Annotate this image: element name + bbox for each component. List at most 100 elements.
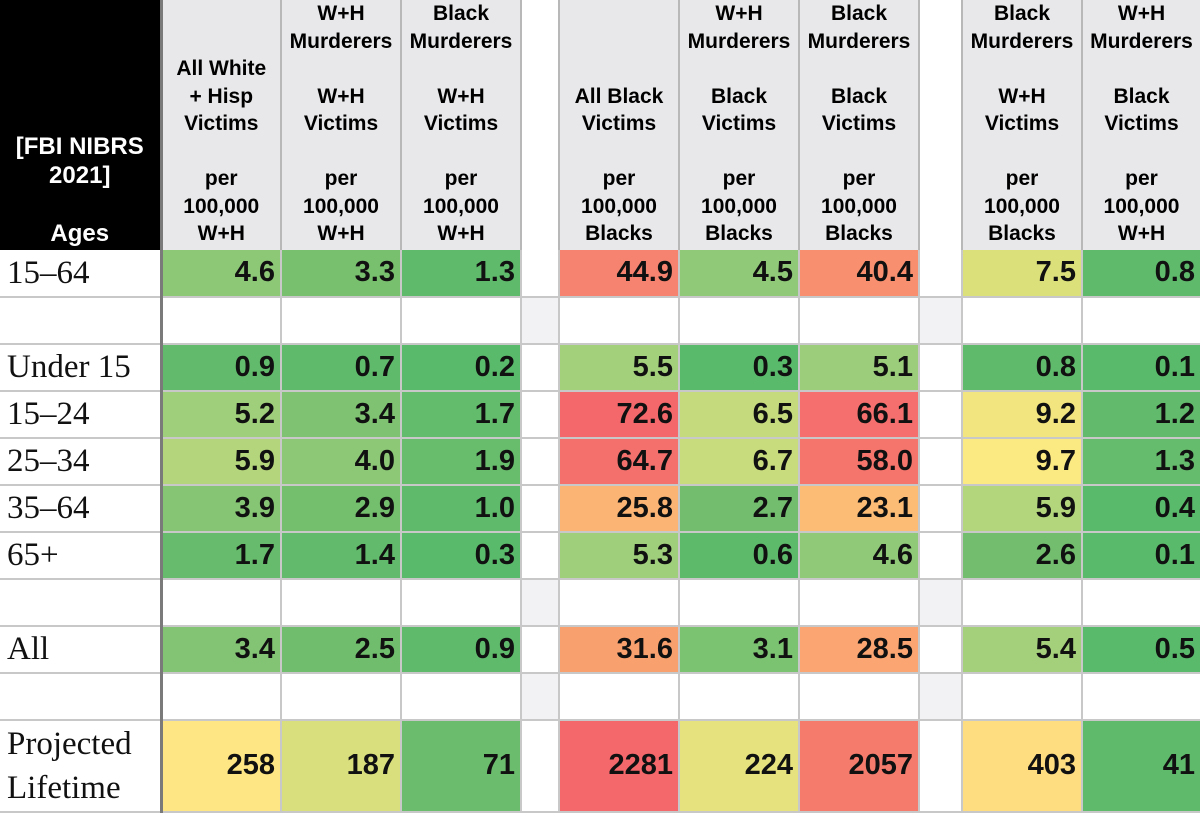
empty-cell: [919, 578, 963, 627]
column-gap-cell: [919, 625, 963, 674]
rate-cell: 0.9: [161, 343, 282, 392]
rate-cell: 0.1: [1082, 343, 1200, 392]
rate-cell: 5.9: [962, 484, 1083, 533]
table-row: 35–64 3.9 2.9 1.0 25.8 2.7 23.1 5.9 0.4: [0, 484, 1200, 533]
rate-cell: 6.5: [679, 390, 800, 439]
empty-cell: [401, 672, 522, 721]
rate-cell: 9.2: [962, 390, 1083, 439]
empty-cell: [799, 672, 920, 721]
empty-cell: [1082, 578, 1200, 627]
rate-cell: 5.5: [559, 343, 680, 392]
rate-cell: 0.7: [281, 343, 402, 392]
column-gap-cell: [521, 484, 560, 533]
rate-cell: 66.1: [799, 390, 920, 439]
rate-cell: 1.4: [281, 531, 402, 580]
rate-cell: 23.1: [799, 484, 920, 533]
rate-cell: 1.3: [401, 249, 522, 298]
rate-cell: 64.7: [559, 437, 680, 486]
column-gap-cell: [919, 531, 963, 580]
rate-cell: 4.5: [679, 249, 800, 298]
table-row: Projected Lifetime 258 187 71 2281 224 2057 403…: [0, 719, 1200, 813]
rate-cell: 4.6: [799, 531, 920, 580]
column-gap-cell: [521, 625, 560, 674]
column-gap-cell: [919, 343, 963, 392]
rate-cell: 72.6: [559, 390, 680, 439]
empty-cell: [919, 672, 963, 721]
rate-cell: 0.3: [401, 531, 522, 580]
column-gap-cell: [521, 390, 560, 439]
empty-cell: [0, 578, 163, 627]
column-header: W+H Murderers W+H Victims per 100,000 W+…: [281, 0, 402, 250]
empty-cell: [161, 578, 282, 627]
empty-cell: [962, 296, 1083, 345]
column-gap-cell: [521, 531, 560, 580]
empty-cell: [962, 672, 1083, 721]
table-row: Under 15 0.9 0.7 0.2 5.5 0.3 5.1 0.8 0.1: [0, 343, 1200, 392]
empty-cell: [559, 296, 680, 345]
empty-cell: [0, 672, 163, 721]
rate-cell: 1.0: [401, 484, 522, 533]
empty-cell: [799, 296, 920, 345]
rate-cell: 0.4: [1082, 484, 1200, 533]
rate-cell: 224: [679, 719, 800, 813]
spacer-row: [0, 296, 1200, 345]
spacer-row: [0, 672, 1200, 721]
rate-cell: 2.6: [962, 531, 1083, 580]
empty-cell: [161, 296, 282, 345]
rate-cell: 1.9: [401, 437, 522, 486]
column-header: W+H Murderers Black Victims per 100,000 …: [1082, 0, 1200, 250]
column-header: Black Murderers Black Victims per 100,00…: [799, 0, 920, 250]
row-label: 15–64: [0, 249, 163, 298]
column-gap-cell: [919, 719, 963, 813]
empty-cell: [521, 296, 560, 345]
column-gap-cell: [919, 390, 963, 439]
rate-cell: 41: [1082, 719, 1200, 813]
table-row: 65+ 1.7 1.4 0.3 5.3 0.6 4.6 2.6 0.1: [0, 531, 1200, 580]
rate-cell: 0.5: [1082, 625, 1200, 674]
rate-cell: 2.9: [281, 484, 402, 533]
empty-cell: [1082, 296, 1200, 345]
rate-cell: 3.4: [161, 625, 282, 674]
empty-cell: [1082, 672, 1200, 721]
rate-cell: 5.9: [161, 437, 282, 486]
rate-cell: 40.4: [799, 249, 920, 298]
rate-cell: 5.4: [962, 625, 1083, 674]
row-label: 25–34: [0, 437, 163, 486]
row-label: All: [0, 625, 163, 674]
rate-cell: 71: [401, 719, 522, 813]
column-gap-cell: [521, 437, 560, 486]
table-row: 25–34 5.9 4.0 1.9 64.7 6.7 58.0 9.7 1.3: [0, 437, 1200, 486]
column-gap-cell: [521, 719, 560, 813]
rate-cell: 7.5: [962, 249, 1083, 298]
row-label: Projected Lifetime: [0, 719, 163, 813]
rate-cell: 2.7: [679, 484, 800, 533]
empty-cell: [281, 296, 402, 345]
rate-cell: 0.8: [1082, 249, 1200, 298]
column-header: All Black Victims per 100,000 Blacks: [559, 0, 680, 250]
empty-cell: [962, 578, 1083, 627]
rate-cell: 4.0: [281, 437, 402, 486]
rate-cell: 28.5: [799, 625, 920, 674]
empty-cell: [679, 296, 800, 345]
column-gap-cell: [919, 249, 963, 298]
spacer-row: [0, 578, 1200, 627]
rate-cell: 1.7: [401, 390, 522, 439]
empty-cell: [679, 578, 800, 627]
column-gap-cell: [919, 484, 963, 533]
rate-cell: 5.1: [799, 343, 920, 392]
empty-cell: [281, 672, 402, 721]
table-row: 15–24 5.2 3.4 1.7 72.6 6.5 66.1 9.2 1.2: [0, 390, 1200, 439]
empty-cell: [401, 578, 522, 627]
rate-cell: 0.8: [962, 343, 1083, 392]
empty-cell: [521, 672, 560, 721]
empty-cell: [281, 578, 402, 627]
rate-cell: 25.8: [559, 484, 680, 533]
rate-cell: 2.5: [281, 625, 402, 674]
empty-cell: [679, 672, 800, 721]
rate-cell: 4.6: [161, 249, 282, 298]
empty-cell: [559, 578, 680, 627]
rate-cell: 58.0: [799, 437, 920, 486]
column-header: Black Murderers W+H Victims per 100,000 …: [401, 0, 522, 250]
column-gap-cell: [919, 437, 963, 486]
empty-cell: [401, 296, 522, 345]
